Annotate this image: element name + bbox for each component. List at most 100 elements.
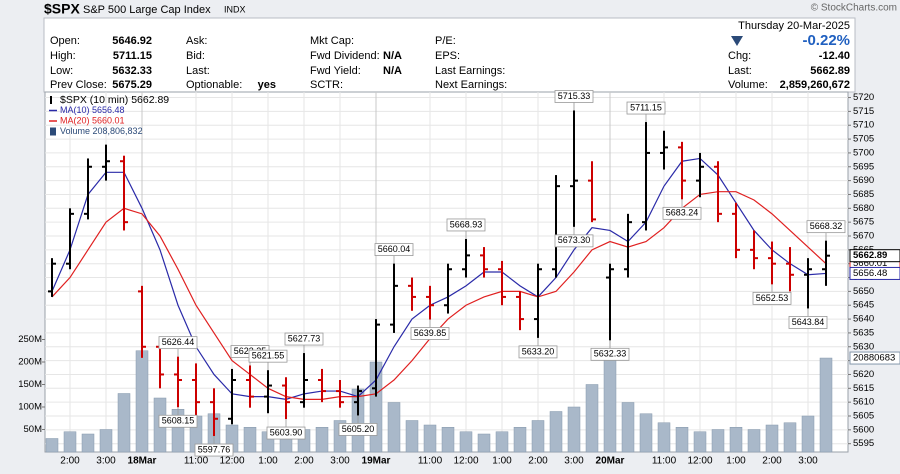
x-tick-label: 18Mar [128, 456, 157, 467]
volume-bar [531, 420, 545, 453]
price-tag-label: 5660.01 [853, 258, 887, 269]
quote-value: 5646.92 [112, 35, 152, 47]
annotation-box [410, 327, 450, 340]
volume-bar [99, 429, 113, 453]
change-pct: -0.22% [802, 32, 850, 49]
volume-bar [315, 427, 329, 453]
y-tick-label: 5630 [853, 341, 874, 352]
quote-date: Thursday 20-Mar-2025 [738, 20, 850, 32]
annotation-label: 5683.24 [666, 208, 699, 218]
volume-bar [819, 357, 833, 453]
x-tick-label: 3:00 [96, 456, 116, 467]
y-tick-label: 5650 [853, 286, 874, 297]
x-tick-label: 12:00 [219, 456, 244, 467]
price-tag [849, 249, 900, 263]
quote-label: Last: [186, 65, 210, 77]
quote-label: High: [50, 50, 76, 62]
annotation-box [788, 316, 828, 329]
x-tick-label: 2:00 [294, 456, 314, 467]
quote-panel [43, 17, 856, 93]
x-tick-label: 19Mar [362, 456, 391, 467]
y-tick-label: 5720 [853, 92, 874, 103]
quote-value: N/A [383, 65, 402, 77]
annotation-box [284, 332, 324, 346]
quote-value: 2,859,260,672 [780, 79, 850, 91]
quote-label: Prev Close: [50, 79, 107, 91]
annotation-label: 5633.20 [522, 346, 555, 356]
y-tick-label: 5645 [853, 300, 874, 311]
quote-value: 5632.33 [112, 65, 152, 77]
volume-bar [459, 431, 473, 453]
y-tick-label: 5610 [853, 397, 874, 408]
annotation-box [158, 336, 198, 350]
y-tick-label: 5595 [853, 438, 874, 449]
x-tick-label: 20Mar [596, 456, 625, 467]
annotation-box [374, 243, 414, 256]
annotation-label: 5673.30 [558, 235, 591, 245]
x-tick-label: 3:00 [330, 456, 350, 467]
volume-bar [657, 422, 671, 453]
quote-label: Chg: [728, 50, 751, 62]
y-tick-label: 5700 [853, 147, 874, 158]
volume-bar [63, 431, 77, 453]
quote-label: Bid: [186, 50, 205, 62]
x-tick-label: 1:00 [258, 456, 278, 467]
annotation-box [554, 234, 594, 248]
annotation-label: 5632.33 [594, 349, 627, 359]
quote-label: Last Earnings: [435, 65, 505, 77]
volume-bar [423, 424, 437, 453]
y-tick-label: 5680 [853, 203, 874, 214]
quote-label: Fwd Dividend: [310, 50, 380, 62]
annotation-box [590, 347, 630, 361]
volume-bar [675, 427, 689, 453]
price-tag-label: 5662.89 [853, 250, 887, 261]
annotation-box [338, 423, 378, 436]
annotation-box [248, 349, 288, 363]
y2-tick-label: 250M [18, 334, 42, 345]
quote-label: Ask: [186, 35, 207, 47]
x-tick-label: 12:00 [453, 456, 478, 467]
annotation-label: 5608.15 [162, 416, 195, 426]
volume-bar [729, 427, 743, 453]
y-tick-label: 5690 [853, 175, 874, 186]
x-tick-label: 3:00 [564, 456, 584, 467]
volume-bar [747, 429, 761, 453]
legend-label: Volume 208,806,832 [60, 126, 143, 136]
y2-tick-label: 50M [24, 424, 43, 435]
legend-swatch [50, 96, 52, 104]
volume-bar [711, 429, 725, 453]
quote-label: Volume: [728, 79, 768, 91]
annotation-box [518, 345, 558, 359]
annotation-label: 5652.53 [756, 293, 789, 303]
y2-tick-label: 200M [18, 357, 42, 368]
y2-tick-label: 150M [18, 379, 42, 390]
legend-label: $SPX (10 min) 5662.89 [60, 94, 169, 106]
annotation-label: 5643.84 [792, 317, 825, 327]
y-tick-label: 5600 [853, 424, 874, 435]
quote-label: EPS: [435, 50, 460, 62]
exchange: INDX [224, 4, 246, 14]
volume-bar [693, 431, 707, 453]
x-tick-label: 12:00 [687, 456, 712, 467]
x-tick-label: 11:00 [184, 456, 209, 467]
annotation-box [662, 206, 702, 220]
annotation-box [266, 426, 306, 440]
volume-bar [513, 427, 527, 453]
volume-bar [81, 433, 95, 453]
y-tick-label: 5710 [853, 120, 874, 131]
y-tick-label: 5605 [853, 411, 874, 422]
quote-value: yes [258, 79, 276, 91]
down-arrow [731, 36, 743, 46]
annotation-label: 5603.90 [270, 427, 303, 437]
volume-bar [387, 402, 401, 453]
quote-label: Optionable: [186, 79, 242, 91]
volume-bar [117, 393, 131, 453]
quote-value: 5711.15 [113, 50, 152, 62]
quote-value: N/A [383, 50, 402, 62]
y-tick-label: 5695 [853, 161, 874, 172]
security-name: S&P 500 Large Cap Index [83, 4, 211, 16]
annotation-label: 5621.55 [252, 351, 285, 361]
annotation-box [806, 220, 846, 234]
quote-value: -12.40 [819, 50, 850, 62]
x-tick-label: 2:00 [528, 456, 548, 467]
